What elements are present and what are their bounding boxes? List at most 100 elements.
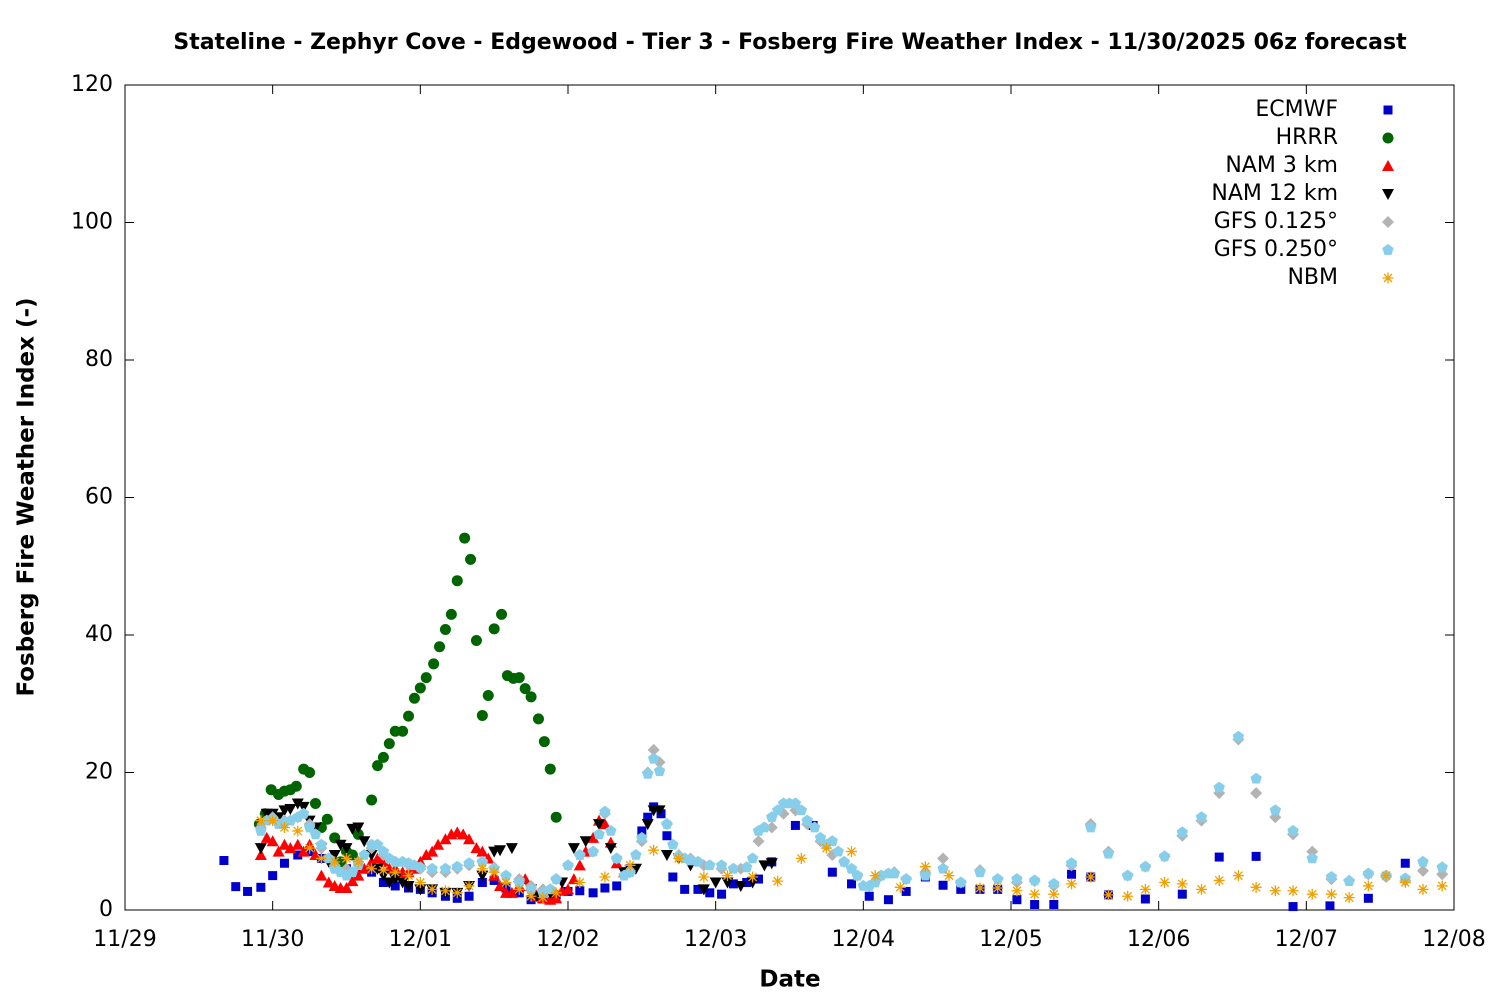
point xyxy=(647,752,660,764)
point xyxy=(1325,901,1335,911)
point xyxy=(358,862,371,874)
point xyxy=(358,836,371,848)
point xyxy=(1049,900,1059,909)
point xyxy=(1122,890,1134,902)
point xyxy=(328,850,341,861)
point xyxy=(808,821,821,833)
point xyxy=(647,743,660,756)
y-tick-label: 120 xyxy=(71,72,113,97)
point xyxy=(956,884,966,894)
point xyxy=(243,886,253,896)
point xyxy=(414,884,427,896)
legend-label: ECMWF xyxy=(1255,97,1338,122)
point xyxy=(414,877,426,888)
point xyxy=(457,828,470,840)
point xyxy=(465,553,477,565)
point xyxy=(1400,858,1410,868)
point xyxy=(266,835,279,847)
point xyxy=(544,763,556,775)
point xyxy=(315,869,328,881)
point xyxy=(1325,871,1338,882)
legend-marker xyxy=(1382,272,1394,284)
point xyxy=(1288,902,1298,912)
point xyxy=(321,813,333,825)
point xyxy=(789,797,802,809)
point xyxy=(600,883,610,893)
point xyxy=(352,869,365,881)
point xyxy=(1363,893,1373,903)
point xyxy=(753,874,763,884)
point xyxy=(500,869,512,881)
point xyxy=(439,624,451,635)
point xyxy=(537,892,549,904)
point xyxy=(434,641,446,653)
point xyxy=(698,871,710,883)
point xyxy=(477,878,487,887)
point xyxy=(476,855,489,867)
point xyxy=(955,876,967,888)
point xyxy=(505,886,518,898)
point xyxy=(500,877,512,888)
point xyxy=(256,882,266,892)
point xyxy=(1012,895,1022,905)
point xyxy=(758,821,771,833)
x-tick-label: 11/30 xyxy=(241,927,304,952)
y-tick-label: 60 xyxy=(85,485,113,510)
point xyxy=(390,881,400,891)
point xyxy=(464,891,474,901)
point xyxy=(525,890,537,902)
point xyxy=(525,883,537,895)
point xyxy=(820,842,832,854)
point xyxy=(279,858,289,868)
point xyxy=(611,852,623,864)
point xyxy=(612,881,622,891)
point xyxy=(439,885,451,897)
point xyxy=(291,838,304,850)
point xyxy=(309,797,321,809)
point xyxy=(291,798,304,810)
point xyxy=(525,691,537,703)
point xyxy=(340,843,353,855)
point xyxy=(894,881,906,893)
point xyxy=(1343,875,1355,886)
point xyxy=(550,887,562,899)
point xyxy=(1029,888,1041,900)
point xyxy=(378,878,388,887)
point xyxy=(900,873,912,884)
point xyxy=(974,882,986,894)
point xyxy=(715,859,728,871)
point xyxy=(304,842,316,854)
x-tick-label: 12/01 xyxy=(389,927,452,952)
point xyxy=(389,866,401,878)
point xyxy=(992,873,1004,884)
point xyxy=(574,877,586,888)
point xyxy=(846,846,858,858)
point xyxy=(888,867,901,879)
point xyxy=(593,819,606,831)
point xyxy=(1158,850,1171,862)
point xyxy=(532,713,544,725)
point xyxy=(402,880,415,892)
x-tick-label: 12/07 xyxy=(1275,927,1338,952)
point xyxy=(488,623,500,635)
point xyxy=(278,838,291,850)
point xyxy=(992,882,1004,894)
point xyxy=(1250,881,1262,893)
point xyxy=(1176,878,1188,890)
point xyxy=(272,845,285,857)
point xyxy=(396,877,409,889)
point xyxy=(309,849,322,860)
legend-label: NBM xyxy=(1287,265,1338,290)
series xyxy=(255,815,1448,904)
point xyxy=(573,859,586,871)
y-tick-label: 100 xyxy=(71,210,113,235)
point xyxy=(1325,888,1337,900)
point xyxy=(284,803,297,815)
point xyxy=(814,831,827,843)
point xyxy=(397,725,409,737)
point xyxy=(1399,877,1411,888)
point xyxy=(599,805,611,817)
point xyxy=(470,842,483,854)
point xyxy=(1102,847,1115,859)
